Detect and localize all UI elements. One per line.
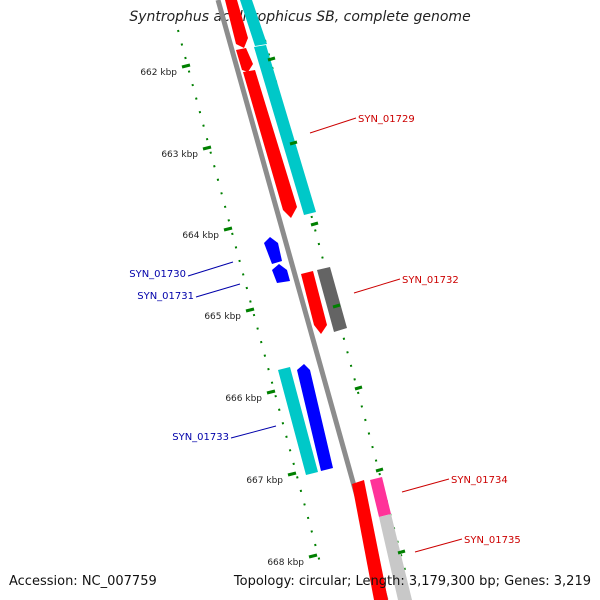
- outer-tick-mark: [354, 385, 363, 391]
- tick-mark: [202, 145, 212, 151]
- gene-label-syn-01733[interactable]: SYN_01733: [172, 432, 229, 443]
- label-leader-line: [187, 261, 234, 277]
- outer-tick-mark: [397, 549, 406, 555]
- tick-mark: [223, 226, 233, 232]
- label-leader-line: [414, 538, 463, 553]
- gene-label-syn-01732[interactable]: SYN_01732: [402, 275, 459, 286]
- label-leader-line: [353, 278, 401, 294]
- label-leader-line: [401, 478, 450, 493]
- label-leader-line: [309, 117, 357, 134]
- tick-label: 662 kbp: [140, 68, 177, 78]
- outer-tick-mark: [289, 140, 298, 146]
- gene-label-syn-01730[interactable]: SYN_01730: [129, 269, 186, 280]
- gene-arrow-syn-01733[interactable]: [297, 364, 333, 471]
- gene-arrow-syn-01729[interactable]: [243, 70, 297, 218]
- gene-label-syn-01734[interactable]: SYN_01734: [451, 475, 508, 486]
- cds-block-syn-01729[interactable]: [254, 45, 316, 215]
- gene-label-layer: SYN_01729 SYN_01730 SYN_01731 SYN_01732 SYN_…: [129, 114, 521, 553]
- gene-label-syn-01729[interactable]: SYN_01729: [358, 114, 415, 125]
- tick-label: 664 kbp: [182, 231, 219, 241]
- cds-block-syn-01733[interactable]: [278, 367, 318, 475]
- outer-tick-mark: [332, 303, 341, 309]
- tick-label: 666 kbp: [225, 394, 262, 404]
- gene-label-syn-01731[interactable]: SYN_01731: [137, 291, 194, 302]
- tick-mark: [266, 389, 276, 395]
- gene-arrow[interactable]: [225, 0, 248, 48]
- topology-label: Topology: circular; Length: 3,179,300 bp…: [233, 574, 591, 589]
- label-leader-line: [195, 283, 241, 298]
- cds-block[interactable]: [240, 0, 267, 46]
- outer-tick-mark: [310, 221, 319, 227]
- outer-tick-mark: [267, 56, 276, 62]
- gene-arrow-syn-01730[interactable]: [264, 237, 282, 264]
- accession-label: Accession: NC_007759: [9, 574, 157, 589]
- outer-tick-mark: [375, 467, 384, 473]
- tick-mark: [181, 63, 191, 69]
- tick-label: 665 kbp: [204, 312, 241, 322]
- tick-layer: 662 kbp 663 kbp 664 kbp 665 kbp 666 kbp 667 k…: [140, 56, 406, 568]
- tick-label: 663 kbp: [161, 150, 198, 160]
- tick-mark: [287, 471, 297, 477]
- tick-label: 667 kbp: [246, 476, 283, 486]
- map-title: Syntrophus aciditrophicus SB, complete g…: [129, 9, 471, 25]
- gene-arrow-syn-01735[interactable]: [352, 480, 388, 600]
- gene-arrow-syn-01732[interactable]: [301, 271, 327, 334]
- tick-mark: [245, 307, 255, 313]
- label-leader-line: [230, 425, 277, 439]
- light-feature-syn-01735[interactable]: [379, 514, 412, 600]
- pseudo-feature-syn-01734[interactable]: [370, 477, 391, 517]
- gene-label-syn-01735[interactable]: SYN_01735: [464, 535, 521, 546]
- gene-arrow[interactable]: [236, 48, 253, 72]
- gene-arrow-syn-01731[interactable]: [272, 264, 290, 283]
- tick-mark: [308, 553, 318, 559]
- tick-label: 668 kbp: [267, 558, 304, 568]
- other-feature-syn-01732[interactable]: [317, 267, 347, 332]
